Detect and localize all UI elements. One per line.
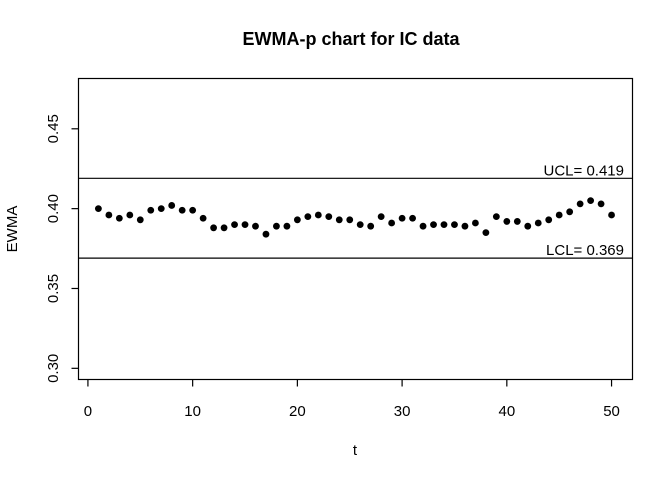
y-tick-label: 0.45 <box>45 114 62 143</box>
data-point <box>231 221 238 229</box>
x-tick-label: 40 <box>498 403 515 420</box>
data-point <box>513 218 521 225</box>
data-point <box>178 206 186 214</box>
y-axis-label: EWMA <box>4 206 21 253</box>
data-point <box>115 214 123 222</box>
data-point <box>534 219 542 227</box>
data-point <box>608 211 615 219</box>
data-point <box>157 205 165 213</box>
data-point <box>304 213 312 221</box>
data-point <box>210 224 217 232</box>
data-point <box>241 221 249 229</box>
data-point <box>314 211 322 219</box>
data-point <box>419 222 427 230</box>
plot-border <box>77 77 634 381</box>
x-tick-label: 0 <box>84 403 92 420</box>
data-point <box>472 219 479 227</box>
x-axis-label: t <box>353 442 358 459</box>
data-point <box>409 214 416 222</box>
data-point <box>545 216 553 224</box>
ucl-label: UCL= 0.419 <box>544 162 624 179</box>
y-tick-label: 0.30 <box>45 354 62 383</box>
y-tick-label: 0.40 <box>45 194 62 223</box>
data-point <box>492 213 500 221</box>
x-tick-label: 50 <box>603 403 620 420</box>
data-point <box>377 213 385 221</box>
data-point <box>252 222 259 230</box>
data-point <box>367 222 375 230</box>
data-point <box>262 230 270 238</box>
data-point <box>451 221 458 229</box>
data-point <box>346 216 354 224</box>
data-point <box>105 211 113 219</box>
axis-ticks: 0 10 20 30 40 50 0.30 0.35 0.40 0.45 <box>45 114 620 420</box>
data-point <box>168 202 176 209</box>
x-tick-label: 10 <box>184 403 201 420</box>
x-tick-label: 20 <box>289 403 306 420</box>
data-point <box>587 197 595 205</box>
y-tick-label: 0.35 <box>45 274 62 303</box>
data-point <box>388 219 396 227</box>
data-point <box>524 222 532 230</box>
data-points <box>94 197 615 238</box>
chart-title: EWMA-p chart for IC data <box>242 29 460 49</box>
data-point <box>325 213 333 221</box>
data-point <box>199 214 207 222</box>
data-point <box>126 211 134 219</box>
data-point <box>576 200 584 208</box>
data-point <box>356 221 364 229</box>
data-point <box>147 206 155 214</box>
data-point <box>482 229 490 236</box>
data-point <box>461 222 469 230</box>
data-point <box>398 214 406 222</box>
data-point <box>335 216 343 224</box>
data-point <box>136 216 144 224</box>
data-point <box>220 224 228 232</box>
data-point <box>597 200 605 208</box>
data-point <box>283 222 291 230</box>
data-point <box>555 211 563 219</box>
data-point <box>94 205 102 213</box>
data-point <box>503 218 511 225</box>
data-point <box>293 216 301 224</box>
lcl-label: LCL= 0.369 <box>546 242 624 259</box>
data-point <box>566 208 574 216</box>
data-point <box>440 221 448 229</box>
data-point <box>273 222 280 230</box>
data-point <box>430 221 437 229</box>
x-tick-label: 30 <box>394 403 411 420</box>
data-point <box>189 206 197 214</box>
